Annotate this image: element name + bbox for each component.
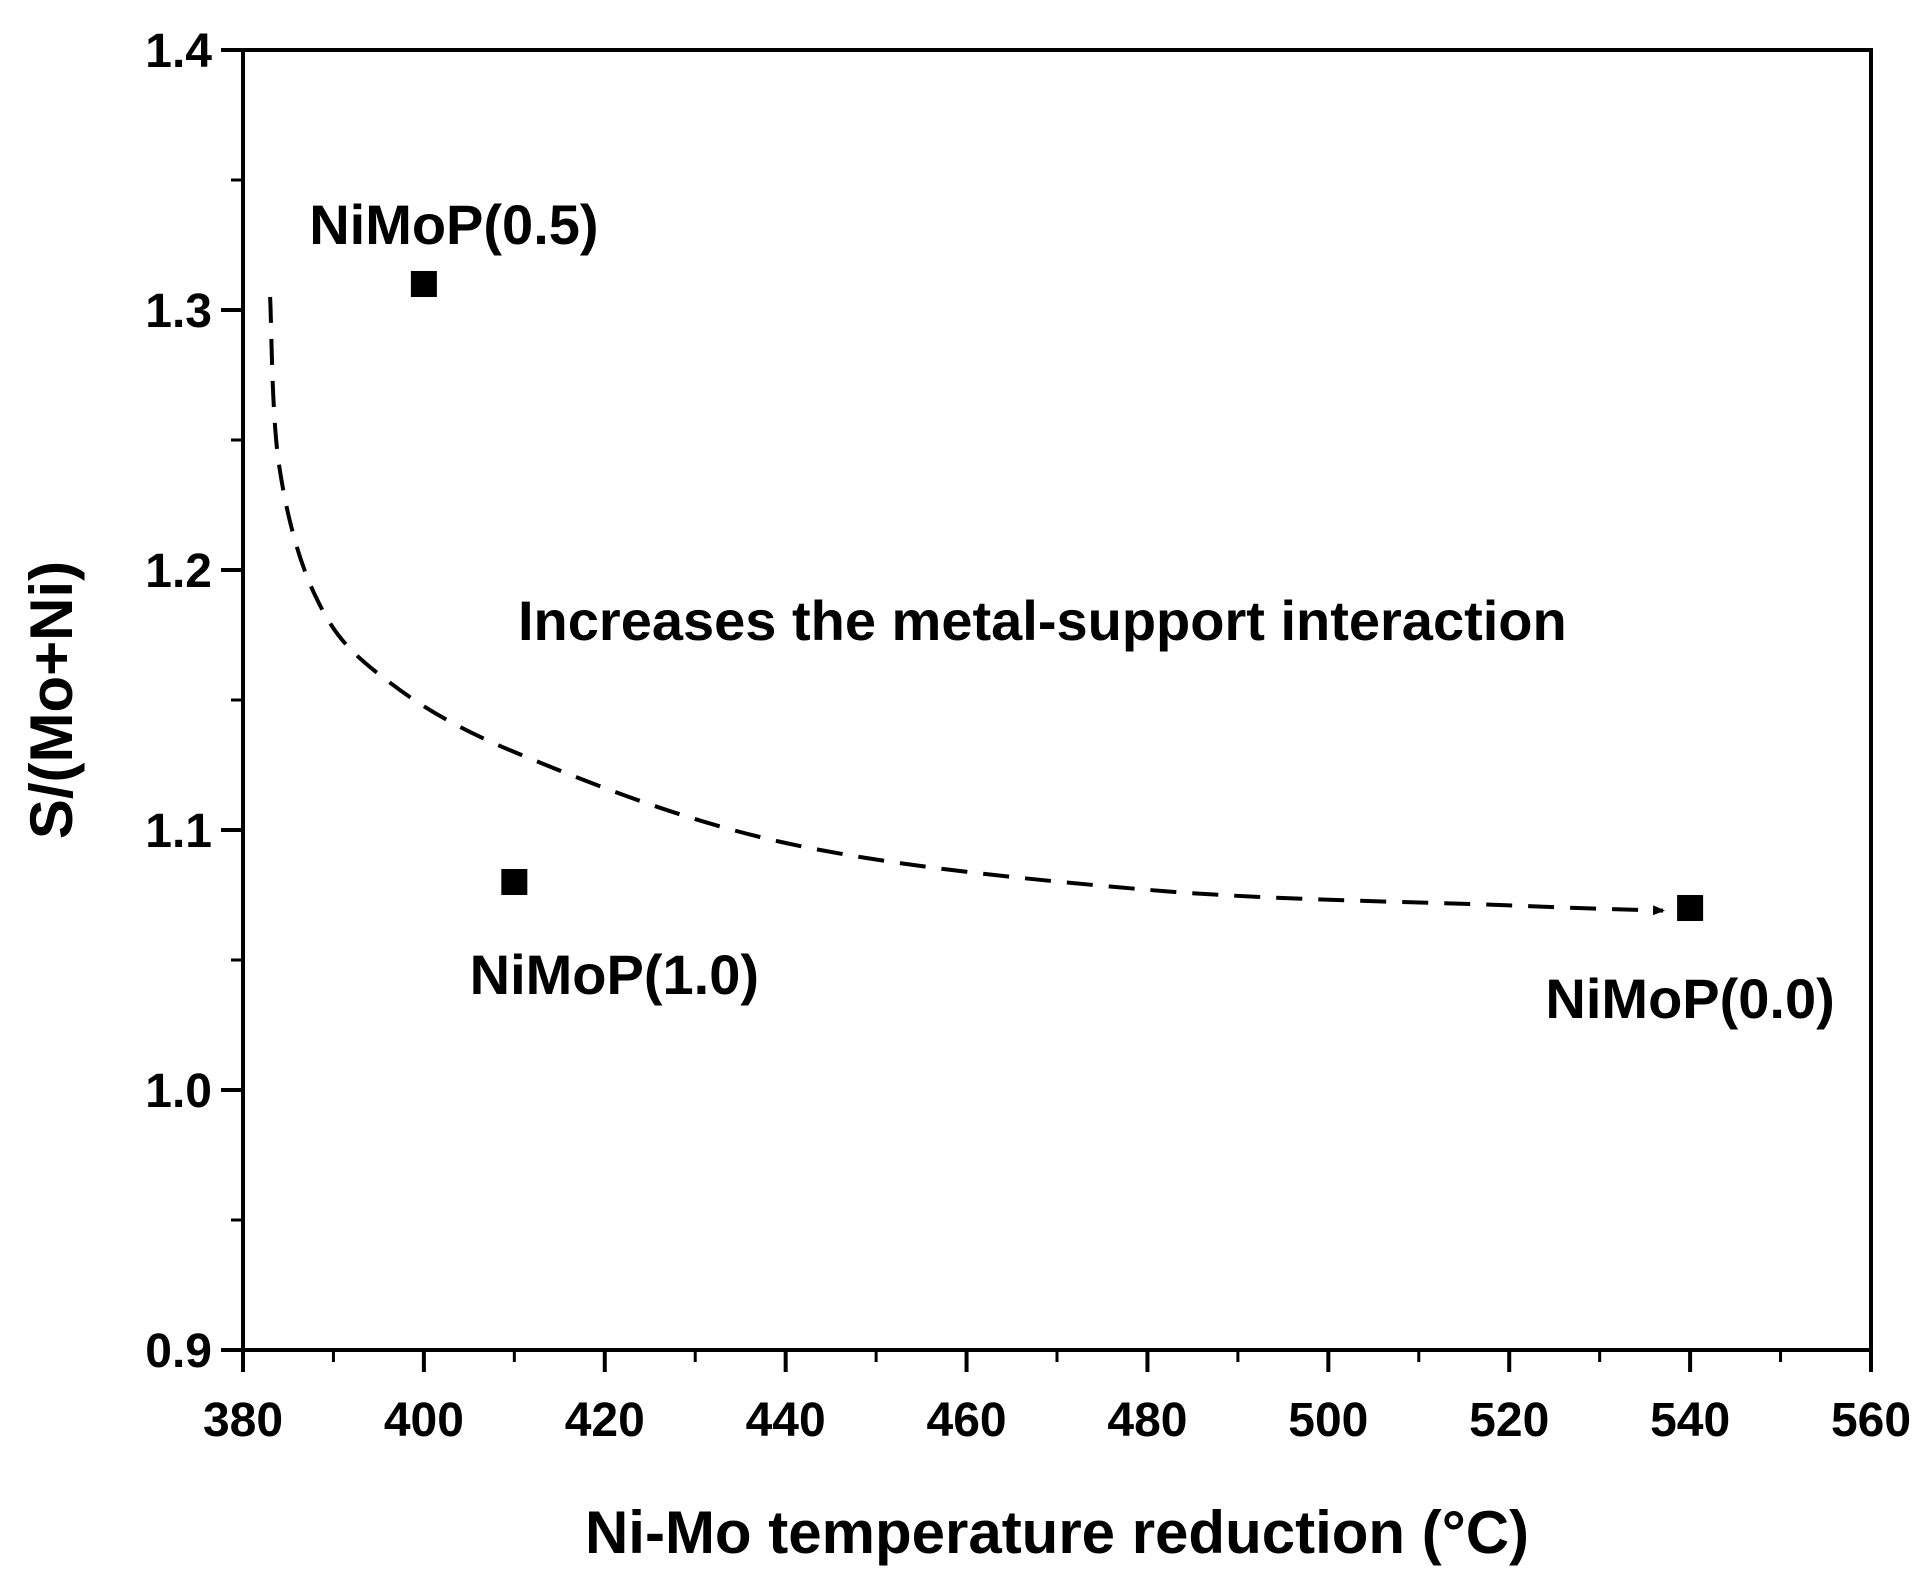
y-tick-label: 0.9 [145, 1325, 212, 1378]
y-tick-labels: 0.9 1.0 1.1 1.2 1.3 1.4 [145, 25, 212, 1378]
annotation-text: Increases the metal-support interaction [518, 589, 1567, 652]
x-tick-label: 420 [565, 1394, 645, 1447]
data-point [501, 869, 528, 895]
x-tick-label: 440 [746, 1394, 826, 1447]
point-label: NiMoP(0.0) [1545, 967, 1834, 1030]
x-tick-label: 480 [1107, 1394, 1187, 1447]
x-tick-label: 560 [1831, 1394, 1911, 1447]
point-labels: NiMoP(0.5) NiMoP(1.0) NiMoP(0.0) [309, 193, 1835, 1030]
y-tick-label: 1.1 [145, 805, 212, 858]
data-point [1677, 895, 1704, 921]
trend-curve [268, 296, 1665, 916]
x-tick-label: 400 [384, 1394, 464, 1447]
x-axis-title: Ni-Mo temperature reduction (°C) [585, 1499, 1529, 1566]
y-axis-title: S/(Mo+Ni) [18, 561, 85, 839]
x-tick-label: 540 [1650, 1394, 1730, 1447]
x-tick-label: 460 [927, 1394, 1007, 1447]
data-points [410, 271, 1704, 921]
point-label: NiMoP(0.5) [309, 193, 598, 256]
x-tick-labels: 380 400 420 440 460 480 500 520 540 560 [203, 1394, 1911, 1447]
x-tick-label: 380 [203, 1394, 283, 1447]
point-label: NiMoP(1.0) [470, 943, 759, 1006]
x-tick-label: 500 [1288, 1394, 1368, 1447]
x-tick-label: 520 [1469, 1394, 1549, 1447]
axis-ticks [221, 48, 1873, 1372]
data-point [410, 271, 437, 297]
y-tick-label: 1.3 [145, 285, 212, 338]
y-tick-label: 1.2 [145, 545, 212, 598]
y-tick-label: 1.0 [145, 1065, 212, 1118]
y-tick-label: 1.4 [145, 25, 212, 78]
